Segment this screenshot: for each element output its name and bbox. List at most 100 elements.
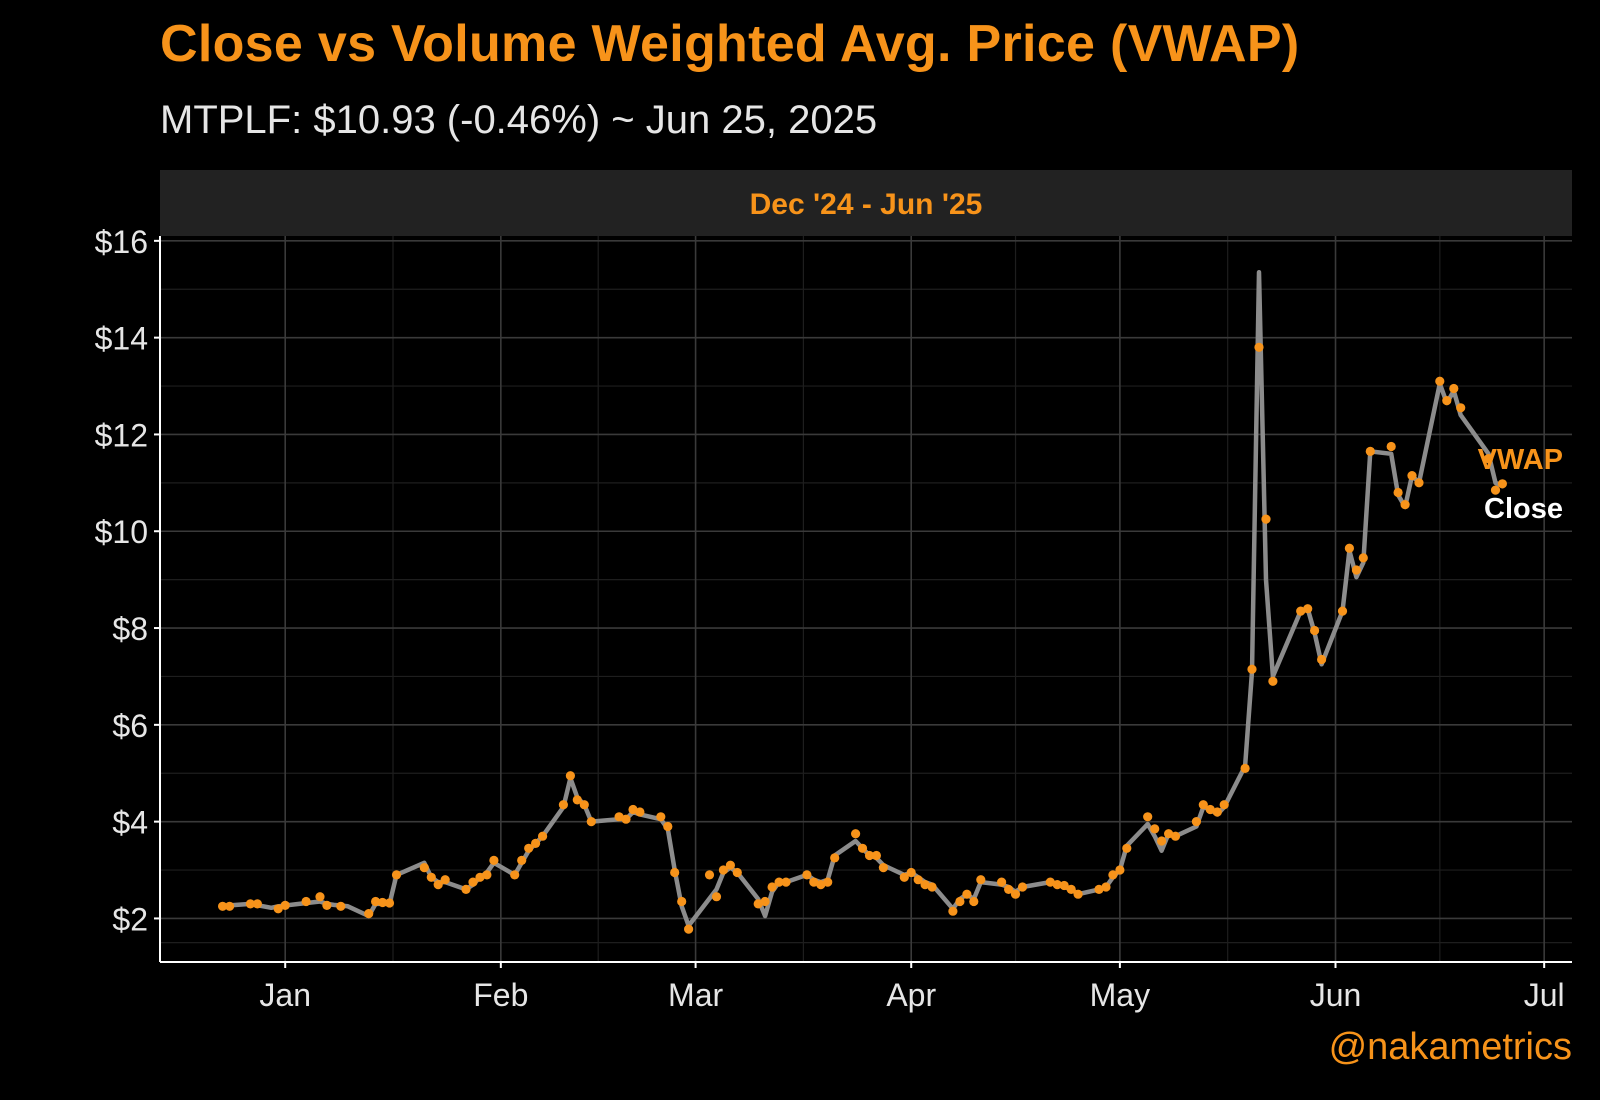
vwap-point: [1101, 882, 1111, 892]
vwap-point: [1435, 376, 1445, 386]
vwap-point: [538, 831, 548, 841]
chart-subtitle: MTPLF: $10.93 (-0.46%) ~ Jun 25, 2025: [160, 98, 878, 142]
vwap-point: [955, 896, 965, 907]
y-tick-label: $2: [112, 901, 148, 937]
vwap-point: [426, 872, 436, 882]
vwap-point: [391, 870, 402, 880]
vwap-point: [1066, 884, 1076, 895]
vwap-point: [809, 877, 819, 887]
vwap-point: [913, 875, 923, 885]
vwap-point: [1490, 485, 1501, 495]
vwap-point: [1170, 831, 1181, 841]
vwap-point: [677, 896, 687, 907]
vwap-point: [468, 877, 478, 887]
vwap-point: [781, 877, 791, 887]
vwap-point: [1365, 446, 1375, 456]
vwap-point: [753, 899, 763, 909]
vwap-point: [1358, 553, 1368, 563]
vwap-point: [524, 843, 534, 853]
vwap-point: [899, 872, 909, 882]
vwap-point: [1017, 882, 1028, 892]
vwap-point: [1407, 471, 1417, 481]
y-tick-label: $10: [95, 514, 148, 550]
vwap-point: [1073, 889, 1083, 899]
vwap-point: [864, 850, 875, 861]
x-tick-label: Feb: [473, 977, 528, 1013]
vwap-point: [1010, 889, 1021, 899]
vwap-point: [1497, 479, 1507, 489]
vwap-point: [461, 884, 471, 895]
vwap-point: [1254, 342, 1264, 352]
vwap-point: [1164, 829, 1174, 839]
vwap-point: [878, 863, 889, 873]
vwap-point: [1143, 812, 1153, 822]
vwap-point: [670, 867, 680, 878]
vwap-point: [1212, 807, 1222, 817]
vwap-point: [1094, 884, 1104, 895]
credit-handle: @nakametrics: [1328, 1026, 1572, 1068]
major-grid: [160, 236, 1572, 962]
vwap-point: [1386, 441, 1396, 452]
vwap-point: [1449, 383, 1459, 394]
vwap-point: [767, 882, 777, 892]
vwap-point: [774, 877, 784, 887]
panel-strip: [160, 170, 1572, 236]
vwap-point: [614, 812, 624, 822]
y-tick-label: $8: [112, 611, 148, 647]
vwap-point: [711, 892, 722, 902]
vwap-point: [315, 892, 325, 902]
vwap-point: [1344, 543, 1354, 553]
vwap-point: [1351, 565, 1361, 575]
y-tick-label: $4: [112, 805, 148, 841]
vwap-point: [1115, 865, 1125, 875]
vwap-point: [225, 901, 235, 911]
vwap-point: [579, 800, 589, 810]
vwap-point: [384, 898, 395, 908]
vwap-point: [301, 896, 311, 907]
x-axis-labels: Jan Feb Mar Apr May Jun Jul: [259, 977, 1564, 1013]
vwap-point: [823, 877, 833, 887]
vwap-point: [517, 855, 527, 866]
vwap-point: [419, 863, 429, 873]
vwap-point: [635, 807, 645, 817]
vwap-point: [531, 838, 541, 849]
vwap-point: [1108, 870, 1118, 880]
x-tick-label: May: [1090, 977, 1150, 1013]
vwap-point: [732, 867, 742, 878]
vwap-point: [704, 870, 715, 880]
x-tick-label: Jun: [1310, 977, 1362, 1013]
vwap-point: [1198, 800, 1208, 810]
vwap-point: [1205, 804, 1215, 815]
vwap-point: [802, 870, 812, 880]
vwap-point: [962, 889, 972, 899]
vwap-point: [440, 875, 450, 885]
vwap-point: [927, 882, 937, 892]
vwap-point: [1122, 843, 1132, 853]
vwap-point: [433, 880, 443, 890]
vwap-point: [1303, 604, 1313, 614]
vwap-point: [816, 880, 826, 890]
vwap-point: [969, 896, 979, 907]
vwap-point: [725, 860, 736, 870]
y-tick-label: $16: [95, 224, 148, 260]
vwap-point: [1261, 514, 1271, 524]
vwap-point: [684, 924, 694, 934]
vwap-point: [1240, 763, 1250, 774]
vwap-point: [586, 817, 596, 827]
vwap-point: [1247, 664, 1257, 674]
vwap-point: [1268, 676, 1278, 686]
vwap-point: [1150, 824, 1160, 834]
vwap-point: [663, 821, 673, 832]
vwap-point: [656, 812, 666, 822]
vwap-point: [565, 771, 576, 781]
vwap-point: [572, 795, 582, 805]
vwap-point: [252, 899, 262, 909]
vwap-point: [245, 899, 255, 909]
vwap-point: [489, 855, 499, 866]
vwap-point: [482, 870, 492, 880]
vwap-point: [1296, 606, 1306, 616]
minor-grid: [160, 236, 1572, 962]
vwap-point: [1059, 880, 1069, 891]
vwap-point: [218, 901, 228, 911]
